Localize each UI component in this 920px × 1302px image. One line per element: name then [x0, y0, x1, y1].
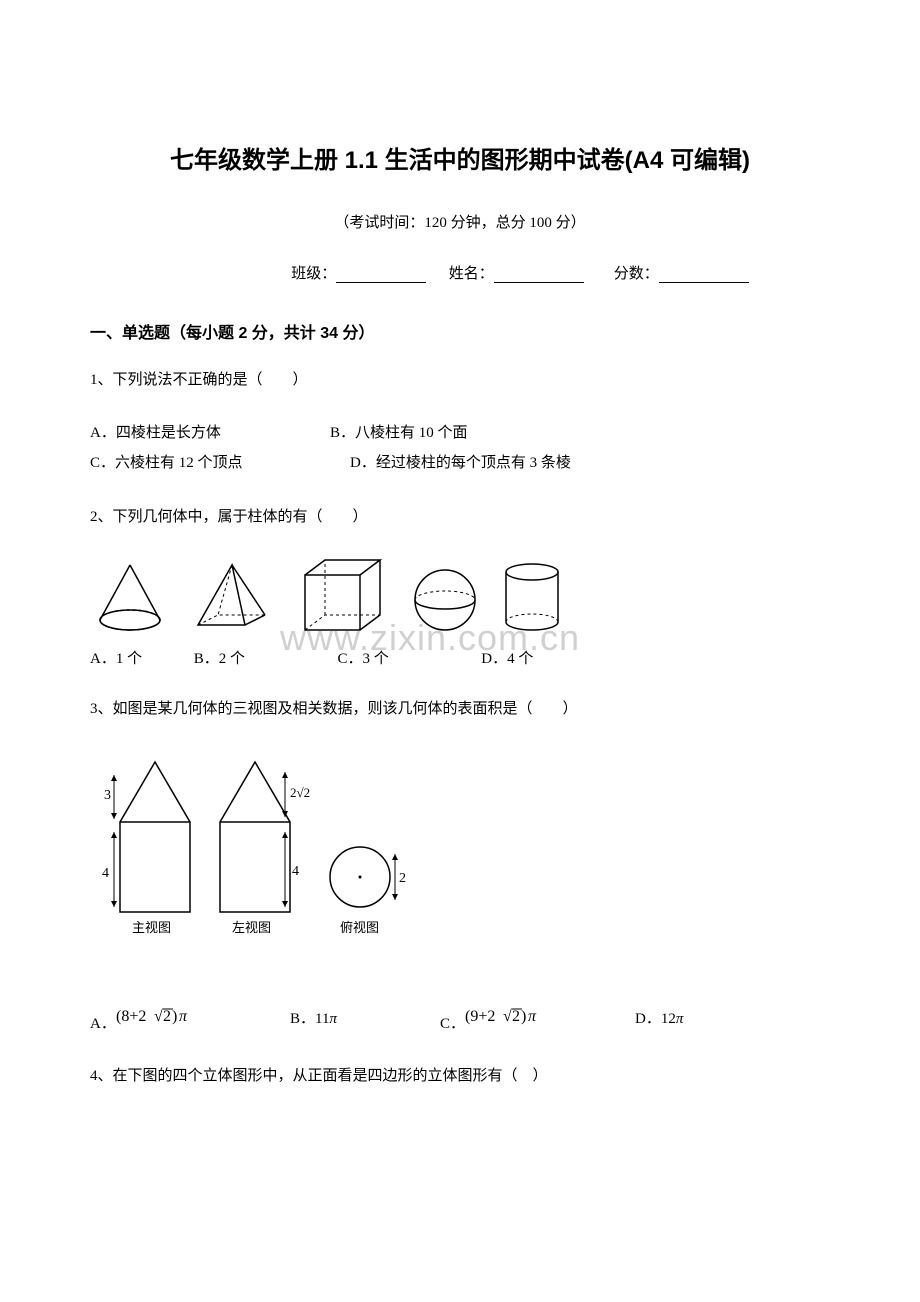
svg-text:2: 2	[163, 1008, 171, 1025]
svg-text:2√2: 2√2	[290, 785, 310, 800]
left-view-label: 左视图	[232, 920, 271, 935]
svg-text:√: √	[503, 1008, 512, 1025]
question-3: 3、如图是某几何体的三视图及相关数据，则该几何体的表面积是（ ）	[90, 696, 830, 723]
page-title: 七年级数学上册 1.1 生活中的图形期中试卷(A4 可编辑)	[90, 140, 830, 175]
svg-text:3: 3	[104, 788, 111, 803]
question-1: 1、下列说法不正确的是（ ）	[90, 367, 830, 394]
svg-text:(9+2: (9+2	[465, 1008, 495, 1025]
class-blank	[336, 267, 426, 283]
question-3-options: A． (8+2 √ 2 ) π B．11π C． (9+2 √ 2 ) π D．…	[90, 1002, 830, 1033]
svg-text:π: π	[179, 1008, 188, 1025]
svg-text:): )	[172, 1008, 177, 1025]
question-2: 2、下列几何体中，属于柱体的有（ ）	[90, 504, 830, 531]
question-1-options: A．四棱柱是长方体 B．八棱柱有 10 个面 C．六棱柱有 12 个顶点 D．经…	[90, 418, 830, 478]
q1-option-a: A．四棱柱是长方体	[90, 418, 330, 448]
top-view-label: 俯视图	[340, 920, 379, 935]
question-2-shapes: www.zixin.com.cn	[90, 555, 830, 635]
q1-option-d: D．经过棱柱的每个顶点有 3 条棱	[350, 448, 610, 478]
svg-text:4: 4	[102, 866, 109, 881]
q1-option-c: C．六棱柱有 12 个顶点	[90, 448, 350, 478]
q3-option-a: A． (8+2 √ 2 ) π	[90, 1002, 290, 1033]
pyramid-icon	[190, 560, 275, 635]
cube-icon	[295, 555, 390, 635]
section-1-header: 一、单选题（每小题 2 分，共计 34 分）	[90, 319, 830, 343]
svg-text:π: π	[528, 1008, 537, 1025]
question-3-figure: 3 4 主视图 2√2 4 左视图	[100, 747, 830, 972]
sphere-icon	[410, 565, 480, 635]
svg-text:2: 2	[512, 1008, 520, 1025]
main-view-label: 主视图	[132, 920, 171, 935]
cone-icon	[90, 560, 170, 635]
q3-option-d: D．12π	[635, 1007, 755, 1028]
svg-text:4: 4	[292, 864, 299, 879]
student-info-line: 班级： 姓名： 分数：	[90, 262, 830, 283]
score-label: 分数：	[614, 266, 659, 282]
q3-option-c: C． (9+2 √ 2 ) π	[440, 1002, 635, 1033]
q1-option-b: B．八棱柱有 10 个面	[330, 418, 570, 448]
svg-text:(8+2: (8+2	[116, 1008, 146, 1025]
class-label: 班级：	[291, 266, 336, 282]
question-4: 4、在下图的四个立体图形中，从正面看是四边形的立体图形有（ ）	[90, 1063, 830, 1090]
name-blank	[494, 267, 584, 283]
svg-text:2: 2	[399, 871, 406, 886]
svg-text:): )	[521, 1008, 526, 1025]
q2-option-a: A．1 个	[90, 647, 190, 668]
name-label: 姓名：	[449, 266, 494, 282]
exam-info: （考试时间：120 分钟，总分 100 分）	[90, 211, 830, 232]
svg-text:√: √	[154, 1008, 163, 1025]
score-blank	[659, 267, 749, 283]
q3-option-b: B．11π	[290, 1007, 440, 1028]
cylinder-icon	[500, 560, 565, 635]
